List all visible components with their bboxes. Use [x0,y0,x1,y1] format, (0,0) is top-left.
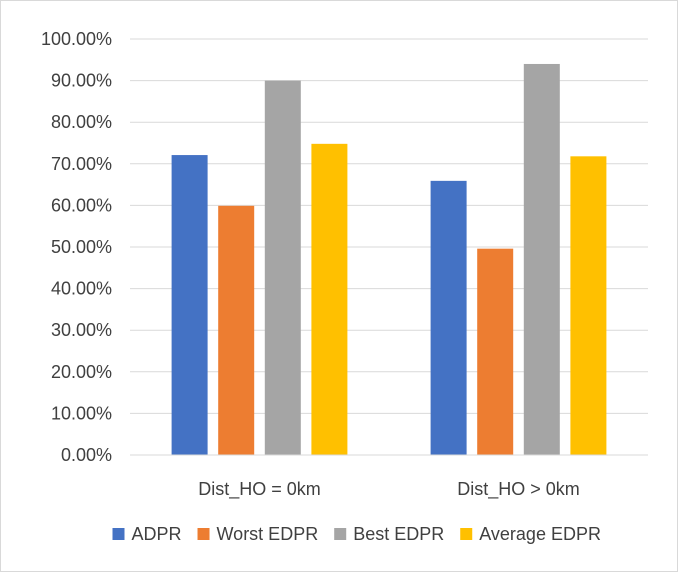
y-tick-label: 100.00% [41,29,112,49]
bar [570,156,607,455]
y-tick-label: 30.00% [51,320,112,340]
y-tick-label: 80.00% [51,112,112,132]
gridlines [130,38,648,414]
x-axis: Dist_HO = 0km Dist_HO > 0km [130,454,648,500]
legend-entry: Worst EDPR [217,524,319,544]
bar [430,180,467,455]
bar [218,205,255,455]
legend-swatch [197,528,210,540]
bar [264,80,301,455]
bar [523,63,560,456]
y-tick-label: 40.00% [51,279,112,299]
y-tick-label: 0.00% [61,445,112,465]
y-tick-label: 10.00% [51,403,112,423]
y-tick-label: 20.00% [51,362,112,382]
legend: ADPR Worst EDPR Best EDPR Average EDPR [112,524,601,544]
x-category-label: Dist_HO > 0km [457,479,580,500]
x-category-label: Dist_HO = 0km [198,479,321,500]
y-tick-label: 70.00% [51,154,112,174]
bar [477,248,514,455]
y-axis-tick-labels: 0.00% 10.00% 20.00% 30.00% 40.00% 50.00% 60.00… [41,29,112,465]
y-tick-label: 60.00% [51,195,112,215]
legend-entry: ADPR [132,524,182,544]
legend-entry: Best EDPR [353,524,444,544]
legend-swatch [334,528,347,540]
legend-entry: Average EDPR [479,524,601,544]
y-tick-label: 90.00% [51,71,112,91]
bars [171,63,607,456]
bar [311,143,348,455]
legend-swatch [112,528,125,540]
bar [171,155,208,455]
legend-swatch [460,528,473,540]
y-tick-label: 50.00% [51,237,112,257]
